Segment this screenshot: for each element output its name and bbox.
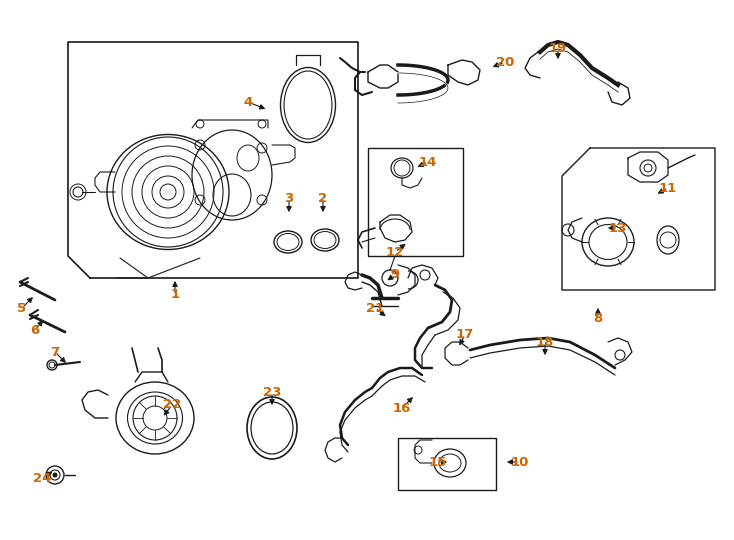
Text: 11: 11 (659, 181, 677, 194)
Text: 12: 12 (386, 246, 404, 259)
Text: 22: 22 (163, 399, 181, 411)
Text: 3: 3 (284, 192, 294, 205)
Text: 13: 13 (608, 221, 627, 234)
Bar (368, 148, 463, 256)
Text: 18: 18 (536, 335, 554, 348)
Text: 16: 16 (393, 402, 411, 415)
Text: 8: 8 (593, 312, 603, 325)
Text: 19: 19 (549, 42, 567, 55)
Text: 14: 14 (419, 156, 437, 168)
Text: 4: 4 (244, 96, 252, 109)
Text: 24: 24 (33, 471, 51, 484)
Text: 20: 20 (495, 56, 515, 69)
Text: 5: 5 (18, 301, 26, 314)
Text: 17: 17 (456, 328, 474, 341)
Bar (398, 438, 496, 490)
Circle shape (53, 473, 57, 477)
Text: 2: 2 (319, 192, 327, 205)
Text: 21: 21 (366, 301, 384, 314)
Text: 10: 10 (511, 456, 529, 469)
Text: 1: 1 (170, 288, 180, 301)
Text: 23: 23 (263, 386, 281, 399)
Text: 9: 9 (390, 268, 399, 281)
Text: 15: 15 (429, 456, 447, 469)
Text: 6: 6 (30, 323, 40, 336)
Text: 7: 7 (51, 346, 59, 359)
